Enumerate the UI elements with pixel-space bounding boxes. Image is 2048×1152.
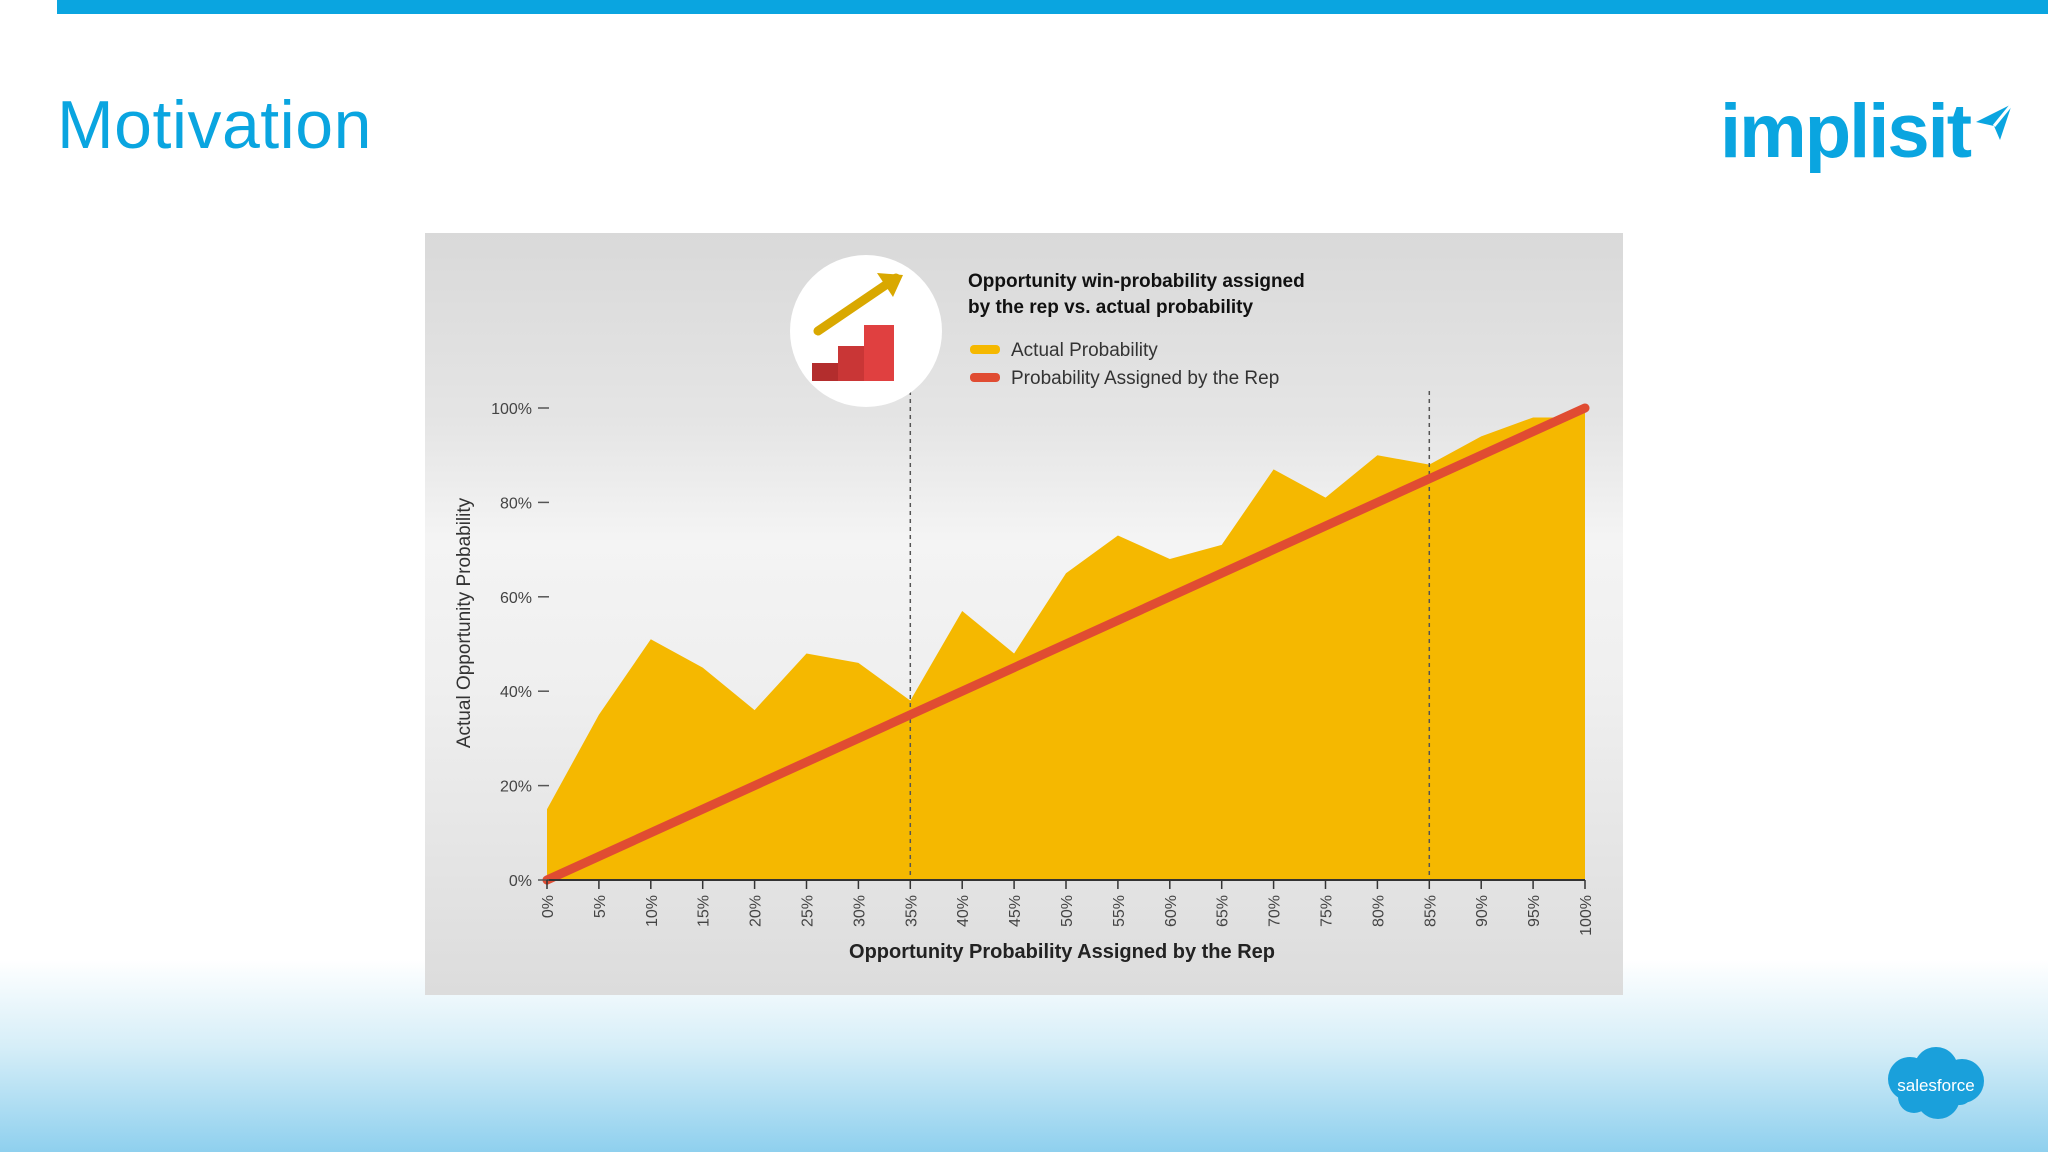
x-tick-label: 85% [1422,895,1439,927]
x-tick-label: 20% [748,895,765,927]
legend: Actual Probability Probability Assigned … [970,340,1279,389]
chart-title-line-1: Opportunity win-probability assigned [968,271,1305,292]
implisit-logo: implisit [1720,88,2016,175]
x-tick-label: 60% [1163,895,1180,927]
y-axis-label: Actual Opportunity Probability [454,497,475,748]
chart: Actual Opportunity Probability Opportuni… [454,255,1595,963]
x-tick-label: 45% [1007,895,1024,927]
salesforce-text: salesforce [1897,1076,1974,1095]
x-tick-label: 5% [592,895,609,918]
logo-text: implisit [1720,89,1972,174]
x-tick-label: 80% [1370,895,1387,927]
y-tick-label: 100% [491,401,532,418]
y-tick-label: 80% [500,495,532,512]
x-tick-label: 15% [696,895,713,927]
x-tick-label: 90% [1474,895,1491,927]
x-tick-label: 30% [851,895,868,927]
x-tick-label: 75% [1319,895,1336,927]
x-tick-label: 25% [800,895,817,927]
series-assigned-line [542,403,1590,885]
salesforce-logo: salesforce [1888,1047,1984,1119]
top-accent-bar [57,0,2048,14]
x-tick-label: 10% [644,895,661,927]
slide-title: Motivation [57,87,372,163]
y-tick-label: 20% [500,779,532,796]
chart-panel: Actual Opportunity Probability Opportuni… [425,233,1623,995]
x-tick-label: 100% [1578,895,1595,936]
x-tick-label: 50% [1059,895,1076,927]
x-tick-label: 55% [1111,895,1128,927]
x-tick-label: 95% [1526,895,1543,927]
legend-label-actual: Actual Probability [1011,340,1158,361]
y-tick-label: 40% [500,684,532,701]
y-tick-label: 0% [509,873,532,890]
legend-swatch-assigned [970,373,1000,382]
legend-label-assigned: Probability Assigned by the Rep [1011,368,1279,389]
x-tick-label: 0% [540,895,557,918]
chart-title-line-2: by the rep vs. actual probability [968,297,1254,318]
x-tick-label: 40% [955,895,972,927]
x-tick-label: 65% [1215,895,1232,927]
legend-swatch-actual [970,345,1000,354]
growth-chart-icon [790,255,942,407]
x-tick-label: 70% [1267,895,1284,927]
x-tick-label: 35% [903,895,920,927]
x-axis-label: Opportunity Probability Assigned by the … [849,941,1275,963]
paper-plane-icon [1976,103,2014,140]
y-tick-label: 60% [500,590,532,607]
